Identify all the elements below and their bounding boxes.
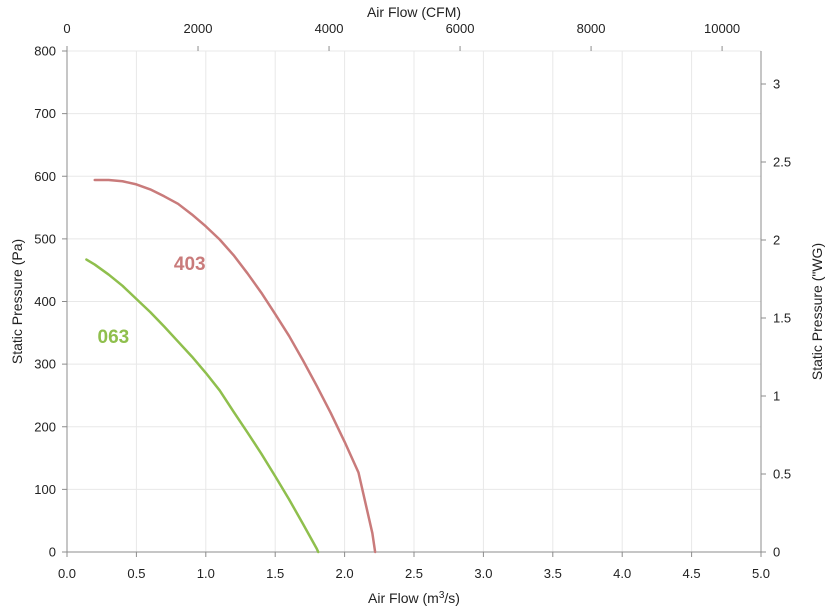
y-right-tick-label: 0 — [773, 545, 780, 560]
x-bottom-tick-label: 1.0 — [197, 566, 215, 581]
y-left-tick-label: 100 — [34, 482, 56, 497]
x-bottom-axis-title: Air Flow (m3/s) — [368, 590, 460, 606]
y-left-tick-label: 300 — [34, 357, 56, 372]
y-right-tick-label: 2 — [773, 233, 780, 248]
y-right-tick-label: 1 — [773, 389, 780, 404]
series-label-403: 403 — [174, 254, 206, 275]
axis-layer: 0.0 0.5 1.0 1.5 2.0 2.5 3.0 3.5 4.0 4.5 5.00 2000 40… — [34, 21, 791, 581]
y-left-tick-label: 500 — [34, 231, 56, 246]
y-right-tick-label: 0.5 — [773, 467, 791, 482]
y-right-tick-label: 2.5 — [773, 155, 791, 170]
x-top-tick-label: 2000 — [184, 21, 213, 36]
x-bottom-tick-label: 0.0 — [58, 566, 76, 581]
y-left-tick-label: 800 — [34, 44, 56, 59]
x-bottom-tick-label: 0.5 — [127, 566, 145, 581]
y-right-tick-label: 1.5 — [773, 311, 791, 326]
x-bottom-tick-label: 1.5 — [266, 566, 284, 581]
series-layer — [85, 178, 377, 554]
x-top-axis-title: Air Flow (CFM) — [367, 4, 461, 20]
series-line-403 — [93, 178, 377, 554]
x-top-tick-label: 4000 — [315, 21, 344, 36]
x-bottom-tick-label: 2.0 — [336, 566, 354, 581]
series-line-063 — [85, 258, 320, 554]
y-left-tick-label: 200 — [34, 419, 56, 434]
x-bottom-tick-label: 4.5 — [683, 566, 701, 581]
x-top-tick-label: 10000 — [704, 21, 740, 36]
x-top-tick-label: 0 — [63, 21, 70, 36]
x-bottom-tick-label: 3.0 — [474, 566, 492, 581]
y-left-tick-label: 0 — [49, 545, 56, 560]
grid-layer — [66, 50, 762, 553]
y-left-tick-label: 700 — [34, 106, 56, 121]
x-bottom-tick-label: 5.0 — [752, 566, 770, 581]
x-top-tick-label: 8000 — [577, 21, 606, 36]
y-left-tick-label: 600 — [34, 169, 56, 184]
y-right-axis-title: Static Pressure ("WG) — [809, 243, 825, 380]
y-right-tick-label: 3 — [773, 77, 780, 92]
series-label-063: 063 — [98, 327, 130, 348]
y-left-tick-label: 400 — [34, 294, 56, 309]
x-bottom-tick-label: 2.5 — [405, 566, 423, 581]
x-bottom-tick-label: 4.0 — [613, 566, 631, 581]
y-left-axis-title: Static Pressure (Pa) — [9, 239, 25, 364]
x-bottom-tick-label: 3.5 — [544, 566, 562, 581]
x-top-tick-label: 6000 — [446, 21, 475, 36]
label-layer: Air Flow (m3/s) Air Flow (CFM) Static Pres… — [9, 4, 825, 606]
